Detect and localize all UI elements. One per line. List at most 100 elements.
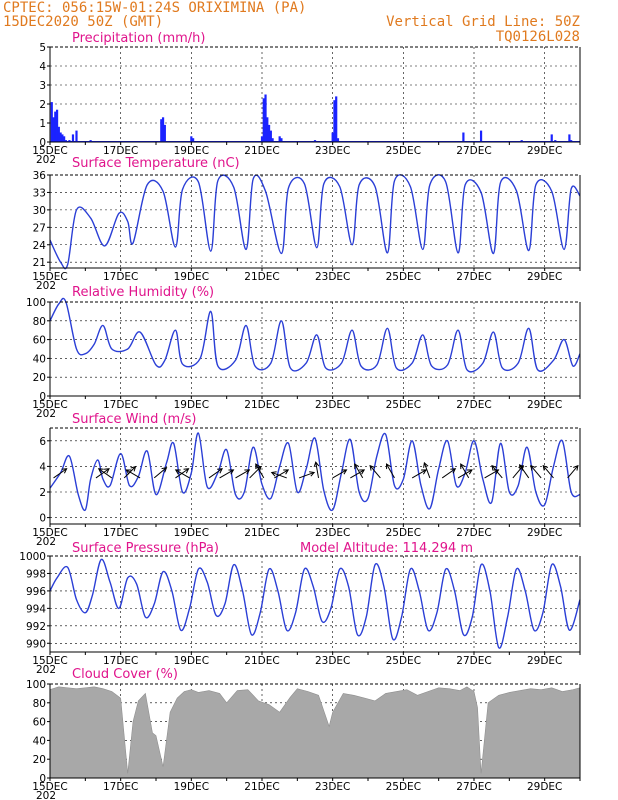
precip-bar [57, 126, 60, 142]
temperature-title: Surface Temperature (nC) [72, 156, 240, 171]
precip-bar [71, 134, 75, 142]
wind-year-label: 202 [36, 536, 56, 548]
temp-ytick-label: 33 [33, 187, 46, 199]
precip-ytick-label: 4 [39, 61, 46, 73]
temp-ytick-label: 30 [33, 205, 46, 217]
precip-xtick-label: 23DEC [315, 145, 350, 157]
rh-xtick-label: 27DEC [456, 399, 491, 411]
cloud-xtick-label: 23DEC [315, 781, 350, 793]
header-station: CPTEC: 056:15W-01:24S ORIXIMINA (PA) [3, 0, 306, 16]
cloud-ytick-label: 60 [33, 717, 46, 729]
wind-vector-arrow [274, 469, 289, 479]
cloud-xtick-label: 19DEC [174, 781, 209, 793]
wind-ytick-label: 2 [39, 487, 46, 499]
wind-vector-arrowhead [450, 468, 457, 474]
precip-ytick-label: 1 [39, 118, 46, 130]
wind-vector-arrow [208, 468, 223, 479]
wind-vector-arrowhead [460, 463, 466, 470]
cloud-xtick-label: 15DEC [32, 781, 67, 793]
precip-bar [192, 138, 195, 142]
wind-vector-arrowhead [369, 464, 375, 471]
wind-vector-arrow [354, 463, 364, 479]
press-xtick-label: 15DEC [32, 655, 67, 667]
temp-series-line [49, 174, 581, 270]
precip-bar [331, 132, 334, 142]
press-xtick-label: 17DEC [103, 655, 138, 667]
press-ytick-label: 994 [26, 603, 46, 615]
model-altitude-annotation: Model Altitude: 114.294 m [300, 541, 473, 556]
rh-ytick-label: 20 [33, 372, 46, 384]
press-year-label: 202 [36, 664, 56, 676]
wind-xtick-label: 25DEC [386, 527, 421, 539]
precip-bar [462, 132, 465, 142]
wind-xtick-label: 27DEC [456, 527, 491, 539]
wind-vector-arrowhead [530, 464, 536, 471]
cloud-xtick-label: 27DEC [456, 781, 491, 793]
temp-xtick-label: 15DEC [32, 271, 67, 283]
wind-vector-arrow [441, 468, 456, 479]
humidity-title: Relative Humidity (%) [72, 285, 214, 300]
cloud-xtick-label: 21DEC [244, 781, 279, 793]
wind-xtick-label: 21DEC [244, 527, 279, 539]
rh-year-label: 202 [36, 408, 56, 420]
wind-vector-arrowhead [518, 463, 525, 470]
wind-vector-arrow [491, 465, 503, 479]
wind-vector-arrow [350, 469, 365, 479]
wind-xtick-label: 23DEC [315, 527, 350, 539]
wind-vector-arrowhead [217, 468, 223, 474]
wind-vector-arrowhead [183, 468, 190, 474]
press-xtick-label: 21DEC [244, 655, 279, 667]
press-xtick-label: 27DEC [456, 655, 491, 667]
wind-vector-arrowhead [313, 461, 320, 468]
wind-vector-arrowhead [125, 469, 132, 475]
wind-vector-arrow [315, 462, 320, 479]
wind-vector-arrow [53, 468, 67, 479]
rh-xtick-label: 21DEC [244, 399, 279, 411]
temp-ytick-label: 24 [33, 240, 47, 252]
wind-vector-arrowhead [466, 469, 473, 475]
cloud-xtick-label: 29DEC [527, 781, 562, 793]
wind-vector-arrowhead [421, 469, 427, 475]
precip-bar [335, 96, 338, 142]
wind-vector-arrow [219, 469, 234, 479]
wind-xtick-label: 29DEC [527, 527, 562, 539]
precipitation-title: Precipitation (mm/h) [72, 31, 205, 46]
wind-vector-arrowhead [359, 469, 366, 475]
wind-vector-arrowhead [542, 464, 549, 471]
wind-vector-arrow [542, 465, 554, 479]
wind-xtick-label: 17DEC [103, 527, 138, 539]
precip-bar [333, 100, 336, 142]
wind-vector-arrowhead [97, 468, 104, 474]
precip-bar [280, 138, 283, 142]
rh-ytick-label: 60 [33, 335, 46, 347]
wind-vector-arrowhead [255, 463, 261, 470]
precip-xtick-label: 29DEC [527, 145, 562, 157]
cloud-xtick-label: 25DEC [386, 781, 421, 793]
wind-vector-arrowhead [228, 469, 235, 475]
wind-vector-arrowhead [309, 471, 316, 477]
precip-bar [550, 134, 553, 142]
wind-vector-arrow [175, 469, 190, 479]
precip-ytick-label: 5 [39, 42, 46, 54]
press-xtick-label: 25DEC [386, 655, 421, 667]
wind-vector-arrowhead [385, 463, 392, 470]
wind-vector-arrowhead [423, 461, 429, 468]
precip-bar [336, 138, 340, 142]
wind-vector-arrowhead [341, 469, 348, 475]
temp-xtick-label: 27DEC [456, 271, 491, 283]
cloud-ytick-label: 20 [33, 754, 46, 766]
wind-vector-arrow [125, 469, 141, 479]
wind-vector-arrow [567, 465, 579, 479]
wind-xtick-label: 19DEC [174, 527, 209, 539]
precip-xtick-label: 27DEC [456, 145, 491, 157]
wind-vector-arrow [298, 471, 315, 479]
wind-vector-arrow [332, 469, 347, 479]
temp-ytick-label: 27 [33, 222, 46, 234]
cloud-ytick-label: 0 [39, 773, 46, 785]
precip-bar [271, 138, 274, 142]
wind-vector-arrowhead [244, 469, 251, 475]
press-ytick-label: 990 [26, 638, 46, 650]
press-xtick-label: 29DEC [527, 655, 562, 667]
wind-vector-arrow [255, 463, 265, 479]
